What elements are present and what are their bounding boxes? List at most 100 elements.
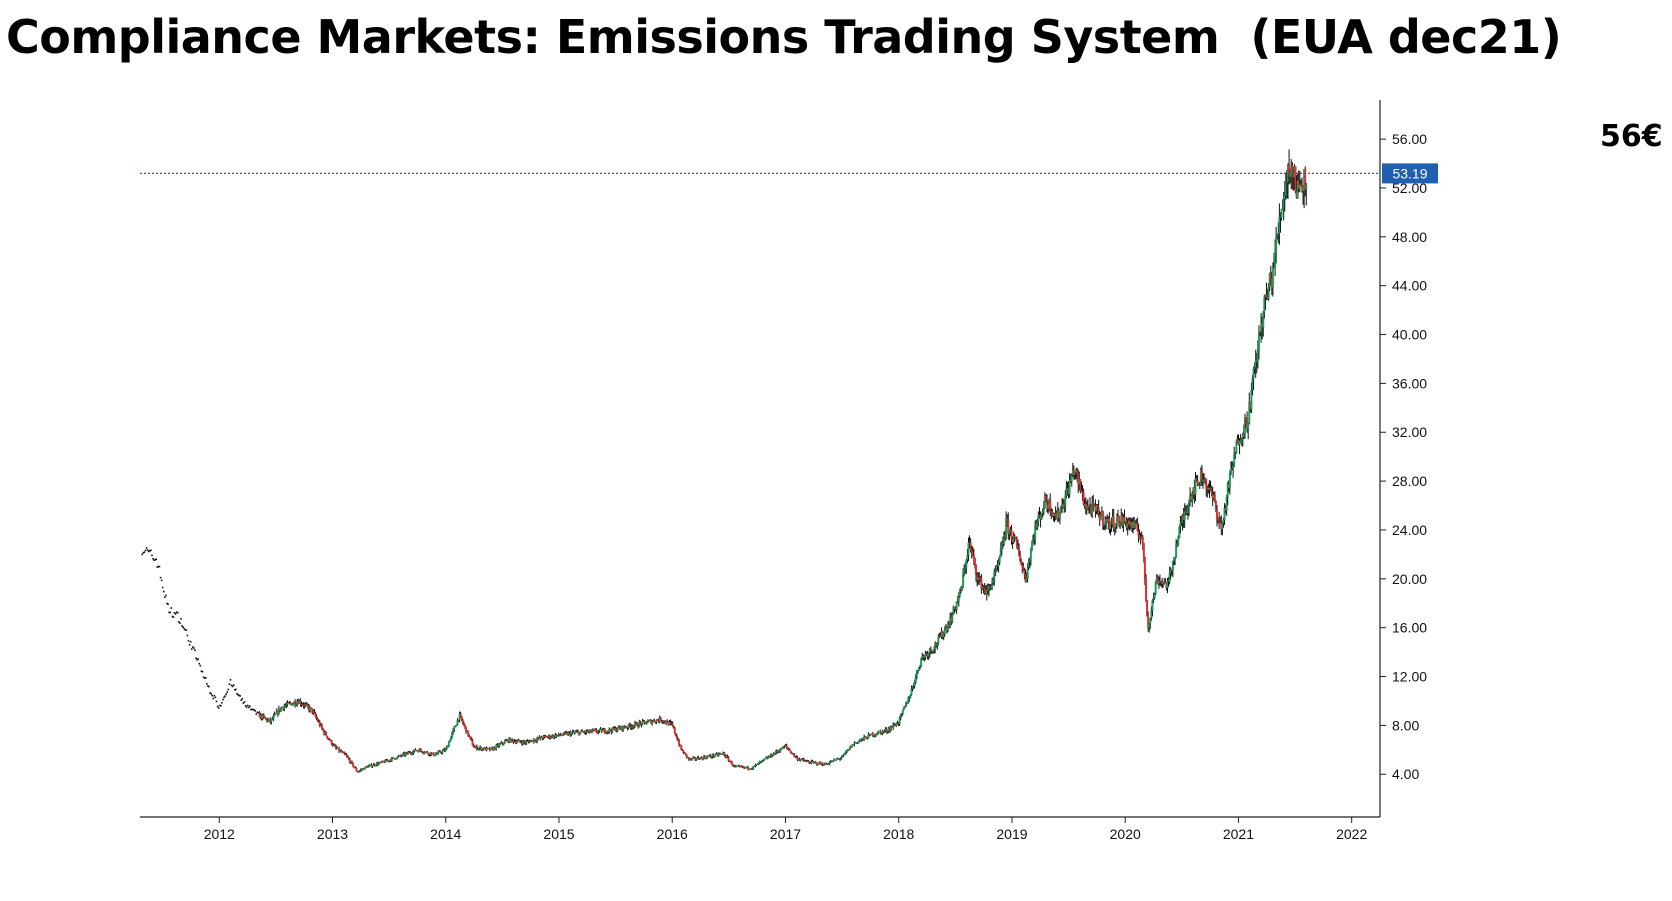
candle-body — [912, 685, 915, 687]
candle-body — [318, 721, 321, 726]
candle-body — [372, 764, 375, 766]
candle-body — [777, 751, 780, 753]
candle-body — [1232, 465, 1235, 469]
candle-body — [802, 759, 805, 761]
candle-body — [562, 732, 565, 735]
candle-body — [841, 755, 844, 758]
candle-body — [275, 711, 278, 714]
candle-body — [302, 704, 305, 706]
candle-body — [1024, 574, 1027, 582]
candle-body — [669, 722, 672, 724]
candle-body — [1282, 198, 1285, 209]
candle-body — [715, 753, 718, 755]
candle-body — [926, 653, 929, 657]
candle-body — [284, 705, 287, 707]
candle-body — [299, 700, 302, 705]
candle-body — [454, 726, 457, 728]
candle-body — [1292, 174, 1295, 178]
candle-body — [951, 614, 954, 622]
candle-body — [1200, 470, 1203, 481]
candle-body — [621, 726, 624, 730]
candle-body — [297, 701, 300, 704]
candle-body — [1267, 286, 1270, 300]
candle-body — [308, 706, 311, 711]
candle-body — [396, 756, 399, 759]
candle-body — [1127, 520, 1130, 524]
price-dot — [256, 711, 259, 714]
candle-body — [711, 754, 714, 757]
candle-body — [961, 587, 964, 590]
candle-body — [693, 757, 696, 759]
candle-body — [787, 748, 790, 751]
candle-body — [1186, 507, 1189, 514]
candle-body — [1096, 504, 1099, 508]
candle-body — [1245, 418, 1248, 420]
candle-body — [966, 555, 969, 561]
candle-body — [451, 732, 454, 737]
candle-body — [1179, 522, 1182, 527]
candle-body — [982, 586, 985, 588]
candle-body — [1075, 470, 1078, 473]
candle-body — [1284, 181, 1287, 196]
candle-body — [773, 753, 776, 755]
candle-body — [671, 723, 674, 726]
candle-body — [838, 758, 841, 760]
y-tick-label: 24.00 — [1392, 522, 1427, 538]
price-dot — [210, 693, 212, 695]
candle-body — [673, 727, 676, 734]
candle-body — [581, 730, 584, 732]
candle-body — [1143, 556, 1146, 579]
candle-body — [1139, 537, 1142, 540]
candle-body — [567, 732, 570, 735]
candle-body — [575, 731, 578, 733]
candle-body — [486, 747, 489, 749]
y-tick-label: 56.00 — [1392, 131, 1427, 147]
candle-body — [525, 741, 528, 744]
candle-body — [424, 751, 427, 753]
candle-body — [1027, 561, 1030, 568]
candle-body — [862, 738, 865, 740]
candle-body — [456, 719, 459, 725]
candle-body — [994, 571, 997, 573]
candle-body — [657, 720, 660, 722]
candle-body — [1203, 479, 1206, 482]
candle-body — [1023, 569, 1026, 575]
candle-body — [294, 701, 297, 705]
candle-body — [870, 733, 873, 735]
price-dot — [156, 566, 159, 568]
candle-body — [810, 761, 813, 764]
candle-body — [587, 729, 590, 732]
candle-body — [1289, 174, 1292, 177]
candle-body — [1101, 511, 1104, 525]
candle-body — [340, 750, 343, 753]
candle-body — [1262, 311, 1265, 328]
price-dot — [178, 621, 180, 623]
candle-body — [760, 760, 763, 762]
candle-body — [585, 730, 588, 733]
candle-body — [397, 756, 400, 758]
candle-body — [1016, 545, 1019, 548]
candle-body — [658, 717, 661, 722]
candle-body — [352, 763, 355, 767]
candle-body — [931, 651, 934, 653]
candle-body — [739, 766, 742, 768]
candle-body — [827, 763, 830, 765]
price-dot — [142, 551, 145, 554]
candle-body — [331, 744, 334, 746]
candle-body — [1044, 495, 1047, 501]
candle-body — [694, 757, 697, 760]
price-dot — [176, 611, 179, 614]
candle-body — [1265, 294, 1268, 297]
candle-body — [1254, 360, 1257, 368]
candle-body — [616, 726, 619, 730]
candle-body — [920, 658, 923, 667]
candle-body — [1291, 166, 1294, 175]
candle-body — [864, 736, 867, 738]
candle-body — [1300, 185, 1303, 187]
candle-body — [763, 759, 766, 761]
candle-body — [446, 746, 449, 748]
candle-body — [1097, 507, 1100, 515]
candle-body — [749, 768, 752, 770]
candle-body — [811, 761, 814, 763]
